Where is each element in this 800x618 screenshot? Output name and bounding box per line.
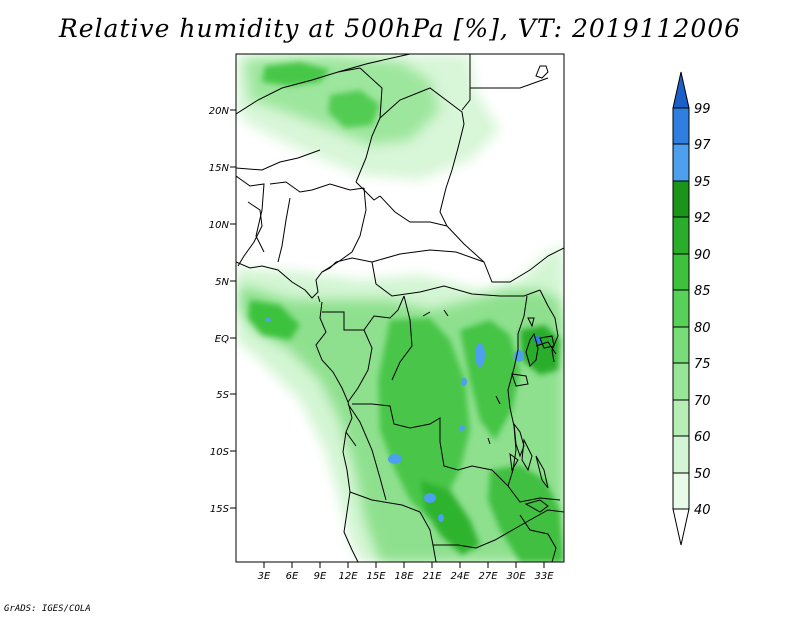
- colorbar-label: 70: [694, 394, 711, 409]
- colorbar-swatch: [672, 253, 690, 291]
- humidity-core-band: [248, 62, 564, 562]
- colorbar-swatch: [672, 435, 690, 474]
- lon-tick-label: 15E: [366, 571, 386, 582]
- lon-tick-label: 21E: [422, 571, 442, 582]
- colorbar-label: 75: [694, 357, 711, 372]
- lon-tick-label: 30E: [506, 571, 526, 582]
- lat-tick-label: 20N: [209, 106, 230, 117]
- humidity-field: [236, 54, 564, 562]
- colorbar-label: 60: [694, 430, 711, 445]
- colorbar-swatch: [672, 216, 690, 255]
- lat-tick-label: 5N: [215, 277, 229, 288]
- colorbar: 99 97 95 92 90 85 80 75 70 60 50 40: [672, 71, 711, 546]
- colorbar-top-arrow: [672, 71, 690, 109]
- longitude-axis: 3E 6E 9E 12E 15E 18E 21E 24E 27E 30E 33E: [258, 562, 554, 582]
- colorbar-label: 40: [694, 503, 711, 518]
- lat-tick-label: 10S: [210, 447, 230, 458]
- lat-tick-label: 10N: [209, 220, 230, 231]
- colorbar-label: 50: [694, 467, 711, 482]
- colorbar-swatch: [672, 289, 690, 328]
- colorbar-swatch: [672, 472, 690, 510]
- lon-tick-label: 6E: [286, 571, 299, 582]
- colorbar-swatch: [672, 107, 690, 145]
- lon-tick-label: 18E: [394, 571, 414, 582]
- country-borders: [236, 54, 564, 562]
- colorbar-swatch: [672, 362, 690, 401]
- grads-credit: GrADS: IGES/COLA: [4, 604, 91, 614]
- colorbar-swatch: [672, 143, 690, 182]
- humidity-saturated-spots: [265, 318, 542, 522]
- colorbar-label: 97: [694, 138, 711, 153]
- colorbar-label: 92: [694, 211, 711, 226]
- colorbar-swatch: [672, 180, 690, 218]
- map-title: Relative humidity at 500hPa [%], VT: 201…: [58, 14, 742, 43]
- lon-tick-label: 12E: [338, 571, 358, 582]
- map-frame: [235, 53, 565, 563]
- colorbar-label: 80: [694, 321, 711, 336]
- lon-tick-label: 9E: [314, 571, 327, 582]
- lat-tick-label: 15N: [209, 163, 230, 174]
- lat-tick-label: 15S: [210, 504, 230, 515]
- lat-tick-label: EQ: [215, 334, 229, 345]
- colorbar-label: 95: [694, 175, 711, 190]
- lat-tick-label: 5S: [216, 390, 229, 401]
- colorbar-label: 99: [694, 102, 711, 117]
- colorbar-swatch: [672, 326, 690, 364]
- lon-tick-label: 27E: [478, 571, 498, 582]
- colorbar-label: 90: [694, 248, 711, 263]
- lon-tick-label: 24E: [450, 571, 470, 582]
- colorbar-label: 85: [694, 284, 711, 299]
- latitude-axis: 20N 15N 10N 5N EQ 5S 10S 15S: [209, 106, 236, 515]
- colorbar-bottom-arrow: [672, 508, 690, 546]
- colorbar-swatch: [672, 399, 690, 437]
- lon-tick-label: 33E: [534, 571, 554, 582]
- lon-tick-label: 3E: [258, 571, 271, 582]
